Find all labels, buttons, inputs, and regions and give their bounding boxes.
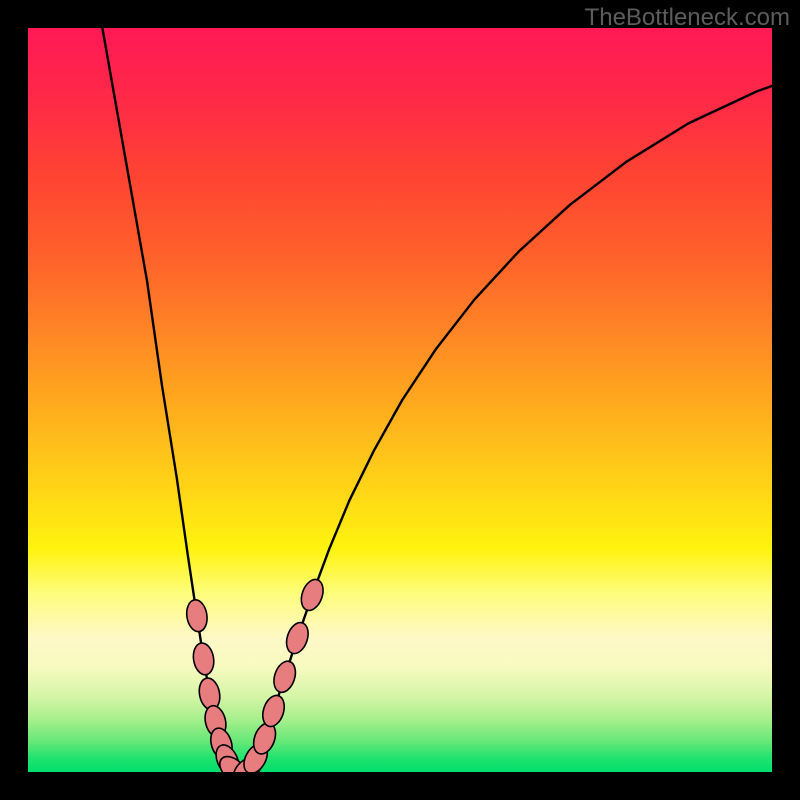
chart-container: TheBottleneck.com xyxy=(0,0,800,800)
bottleneck-chart xyxy=(0,0,800,800)
watermark-text: TheBottleneck.com xyxy=(585,4,790,32)
